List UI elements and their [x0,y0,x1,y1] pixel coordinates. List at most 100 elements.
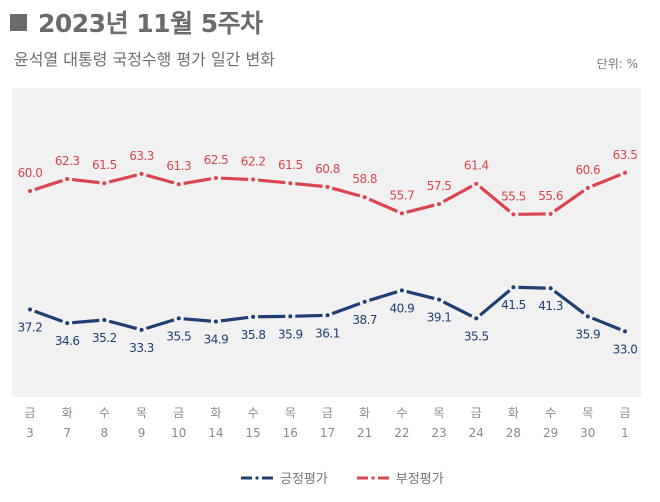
series-positive-segment [295,313,323,318]
x-tick-weekday: 수 [248,406,259,420]
data-point-negative [139,171,144,176]
data-point-negative [325,184,330,189]
x-tick-day: 30 [580,426,595,440]
series-positive-segment [406,289,435,301]
data-point-positive [548,286,553,291]
x-tick-day: 28 [506,426,521,440]
data-label-negative: 55.6 [538,189,563,203]
data-label-positive: 33.3 [129,341,154,355]
series-layer: 60.0 62.3 61.5 63.3 61.3 62.5 62.2 61.5 60.8 58.8… [18,148,638,357]
series-positive-segment [442,300,473,318]
data-point-positive [511,285,516,290]
data-label-positive: 41.3 [538,299,563,313]
data-label-negative: 61.5 [278,158,303,172]
x-tick-weekday: 화 [62,406,73,420]
data-point-negative [251,177,256,182]
x-tick-day: 9 [138,426,146,440]
data-label-positive: 39.1 [427,311,452,325]
series-positive-segment [72,318,100,325]
data-label-positive: 41.5 [501,298,526,312]
series-positive-segment [368,290,398,302]
x-tick-day: 22 [394,426,409,440]
series-negative-segment [442,184,473,204]
data-label-negative: 55.7 [390,188,415,202]
data-label-positive: 35.9 [278,327,303,341]
title-square-icon [10,13,27,31]
legend-negative-label: 부정평가 [395,472,444,487]
data-label-positive: 33.0 [613,342,638,356]
data-point-negative [585,185,590,190]
x-tick-day: 15 [245,426,260,440]
plot-background [12,88,641,397]
data-point-negative [28,189,32,193]
x-tick-day: 24 [469,426,484,440]
x-tick-day: 16 [283,426,298,440]
data-label-positive: 35.9 [575,327,600,341]
series-negative-segment [145,173,175,185]
x-tick-day: 14 [208,426,223,440]
x-tick-weekday: 금 [471,406,482,420]
data-point-positive [288,314,293,319]
x-tick-weekday: 금 [619,406,630,420]
series-positive-segment [108,319,138,331]
data-label-positive: 35.5 [166,329,191,343]
data-label-negative: 62.3 [55,154,80,168]
data-point-positive [28,307,32,312]
data-label-negative: 60.8 [315,162,340,176]
unit-label: 단위: % [596,57,638,71]
series-negative-segment [220,176,249,181]
series-positive-segment [183,317,212,323]
legend-negative-swatch-icon [356,475,389,480]
data-point-negative [548,211,553,216]
data-label-negative: 57.5 [427,179,452,193]
x-tick-weekday: 목 [285,406,296,420]
data-label-negative: 62.5 [204,153,229,167]
series-positive-segment [518,285,546,290]
data-label-positive: 37.2 [18,321,43,335]
series-positive-segment [145,318,175,330]
chart-subtitle: 윤석열 대통령 국정수행 평가 일간 변화 [14,50,275,69]
data-label-negative: 61.4 [464,159,489,173]
x-tick-weekday: 수 [396,406,407,420]
data-point-positive [251,314,256,319]
x-tick-weekday: 화 [210,406,221,420]
series-positive-segment [553,289,585,315]
data-label-negative: 58.8 [352,172,377,186]
series-positive-segment [591,316,621,332]
legend: 긍정평가 부정평가 [240,468,444,487]
legend-positive-label: 긍정평가 [280,472,328,487]
series-negative-segment [257,178,286,185]
data-point-negative [511,212,516,217]
series-negative: 60.0 62.3 61.5 63.3 61.3 62.5 62.2 61.5 60.8 58.8… [18,148,638,217]
x-tick-day: 3 [26,426,34,440]
data-point-positive [362,299,367,304]
series-negative-segment [295,182,323,188]
data-point-positive [325,313,330,318]
series-negative-segment [553,189,585,213]
series-positive-segment [220,315,249,323]
x-tick-day: 23 [431,426,446,440]
x-tick-weekday: 수 [99,406,110,420]
x-tick-weekday: 금 [24,406,35,420]
data-point-negative [623,170,627,175]
data-label-negative: 60.0 [18,166,43,180]
data-point-positive [399,288,404,293]
data-label-positive: 36.1 [315,326,340,340]
data-point-positive [213,319,218,324]
data-label-positive: 40.9 [390,301,415,315]
x-tick-day: 1 [621,426,629,440]
x-tick-weekday: 금 [322,406,333,420]
data-point-negative [65,177,70,182]
series-positive-segment [331,301,361,316]
x-tick-weekday: 금 [173,406,184,420]
chart-title: 2023년 11월 5주차 [10,4,263,40]
data-point-negative [362,195,367,200]
series-negative-segment [368,197,398,213]
series-positive-segment [479,289,511,317]
x-tick-weekday: 수 [545,406,556,420]
data-point-positive [102,317,107,322]
data-point-positive [585,314,590,319]
x-tick-weekday: 화 [359,406,370,420]
x-tick-day: 29 [543,426,558,440]
